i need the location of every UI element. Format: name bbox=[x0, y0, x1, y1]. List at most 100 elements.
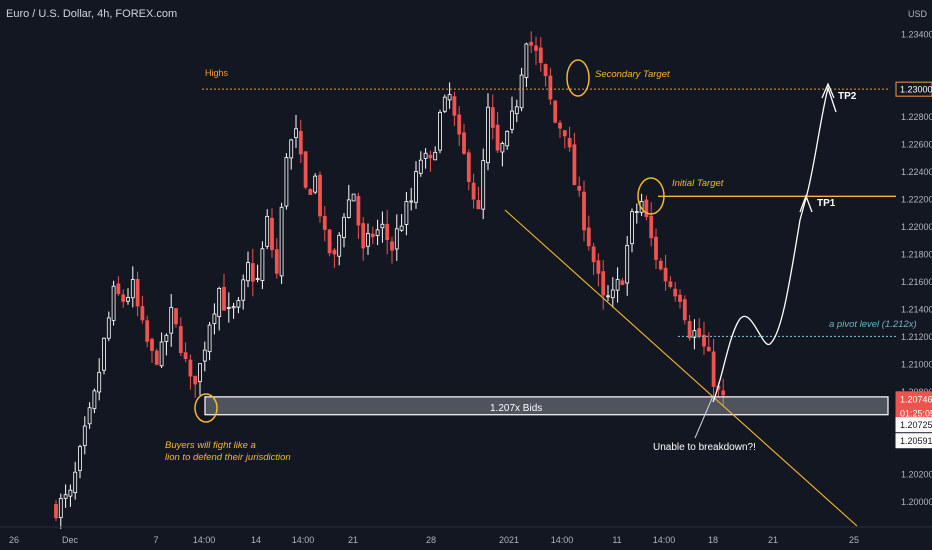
x-tick-label: 26 bbox=[9, 535, 19, 545]
candle-body bbox=[370, 233, 375, 238]
candle-body bbox=[644, 199, 649, 217]
candle-body bbox=[721, 390, 726, 396]
candle-body bbox=[668, 281, 673, 288]
candle bbox=[433, 146, 438, 161]
x-tick-label: 28 bbox=[426, 535, 436, 545]
candle bbox=[394, 214, 399, 261]
candle bbox=[692, 319, 697, 350]
price-axis[interactable]: USD 1.234001.228001.226001.224001.222001… bbox=[895, 9, 932, 507]
y-tick-label: 1.20000 bbox=[901, 497, 932, 507]
price-tag-text: 1.23000 bbox=[900, 85, 932, 95]
candle bbox=[630, 208, 634, 253]
candle-body bbox=[567, 137, 572, 148]
candle bbox=[332, 247, 337, 269]
candle bbox=[577, 176, 582, 197]
candle bbox=[308, 188, 313, 195]
candle bbox=[596, 253, 601, 287]
candle-body bbox=[135, 278, 140, 307]
candle-body bbox=[548, 75, 553, 100]
candle-body bbox=[97, 371, 102, 393]
candle-body bbox=[486, 106, 490, 164]
candle-body bbox=[87, 407, 92, 425]
candle bbox=[510, 96, 514, 134]
candle-body bbox=[193, 375, 198, 385]
candle bbox=[202, 341, 207, 372]
candles-layer bbox=[54, 31, 726, 529]
candle-body bbox=[543, 64, 548, 77]
candle bbox=[404, 192, 409, 236]
y-tick-label: 1.21200 bbox=[901, 332, 932, 342]
candle-body bbox=[514, 106, 519, 115]
candle bbox=[222, 273, 226, 311]
candle-body bbox=[337, 234, 342, 257]
candle-body bbox=[538, 47, 543, 64]
candle-body bbox=[438, 112, 442, 151]
candle-body bbox=[433, 151, 438, 161]
candle-body bbox=[462, 132, 466, 154]
candle bbox=[375, 219, 380, 246]
candle-body bbox=[558, 122, 562, 129]
candle-body bbox=[418, 159, 423, 174]
candle-body bbox=[476, 200, 481, 210]
y-tick-label: 1.22800 bbox=[901, 112, 932, 122]
candle-body bbox=[505, 130, 510, 147]
candle bbox=[500, 141, 505, 167]
candle bbox=[78, 444, 82, 479]
candle bbox=[658, 258, 663, 271]
candle bbox=[625, 235, 630, 296]
candle-body bbox=[174, 308, 178, 325]
price-tags: 1.23000 1.20746 01:25:05 1.20725 1.20591 bbox=[895, 81, 932, 449]
candle-body bbox=[442, 96, 447, 112]
candle bbox=[116, 276, 121, 297]
candle-body bbox=[178, 326, 183, 354]
candle bbox=[87, 402, 92, 429]
candle-body bbox=[260, 248, 265, 281]
candle bbox=[644, 195, 649, 221]
candle-body bbox=[678, 294, 682, 302]
candle-body bbox=[313, 175, 318, 193]
candle-body bbox=[154, 350, 159, 365]
price-tag-text: 1.20591 bbox=[900, 436, 932, 446]
candle-body bbox=[126, 297, 130, 302]
candle bbox=[236, 297, 241, 314]
candle bbox=[322, 206, 327, 242]
candle-body bbox=[649, 215, 654, 239]
candle-body bbox=[294, 128, 298, 139]
highs-label: Highs bbox=[205, 68, 229, 78]
candle bbox=[610, 277, 615, 308]
candle-body bbox=[274, 249, 279, 274]
candle bbox=[490, 94, 495, 140]
candle bbox=[298, 119, 303, 164]
candle bbox=[370, 226, 375, 245]
candle bbox=[346, 184, 351, 219]
candle-body bbox=[553, 100, 558, 123]
candle-body bbox=[663, 267, 668, 282]
candle bbox=[572, 132, 577, 186]
candle-body bbox=[236, 300, 241, 308]
candle bbox=[63, 484, 68, 508]
candle bbox=[414, 161, 418, 209]
time-axis[interactable]: 26 Dec 7 14:00 14 14:00 21 28 2021 14:00 11 14:00 18… bbox=[0, 526, 932, 545]
candle-body bbox=[490, 107, 495, 128]
candle bbox=[58, 493, 63, 529]
candle-body bbox=[529, 41, 534, 46]
candle bbox=[654, 228, 658, 270]
price-tag-bg bbox=[895, 417, 932, 433]
candle bbox=[620, 277, 625, 286]
y-tick-label: 1.21000 bbox=[901, 359, 932, 369]
secondary-target-circle bbox=[566, 59, 590, 97]
candle bbox=[97, 358, 102, 401]
candle bbox=[543, 63, 548, 87]
candle-body bbox=[586, 227, 591, 247]
candle bbox=[673, 281, 678, 302]
bids-zone-box bbox=[204, 396, 889, 416]
candle-body bbox=[615, 278, 620, 291]
candle-body bbox=[298, 130, 303, 155]
candle bbox=[418, 151, 423, 177]
candle-body bbox=[380, 223, 385, 229]
candle bbox=[361, 216, 366, 261]
candle bbox=[711, 339, 716, 400]
candle bbox=[601, 260, 606, 310]
candle bbox=[466, 149, 471, 191]
